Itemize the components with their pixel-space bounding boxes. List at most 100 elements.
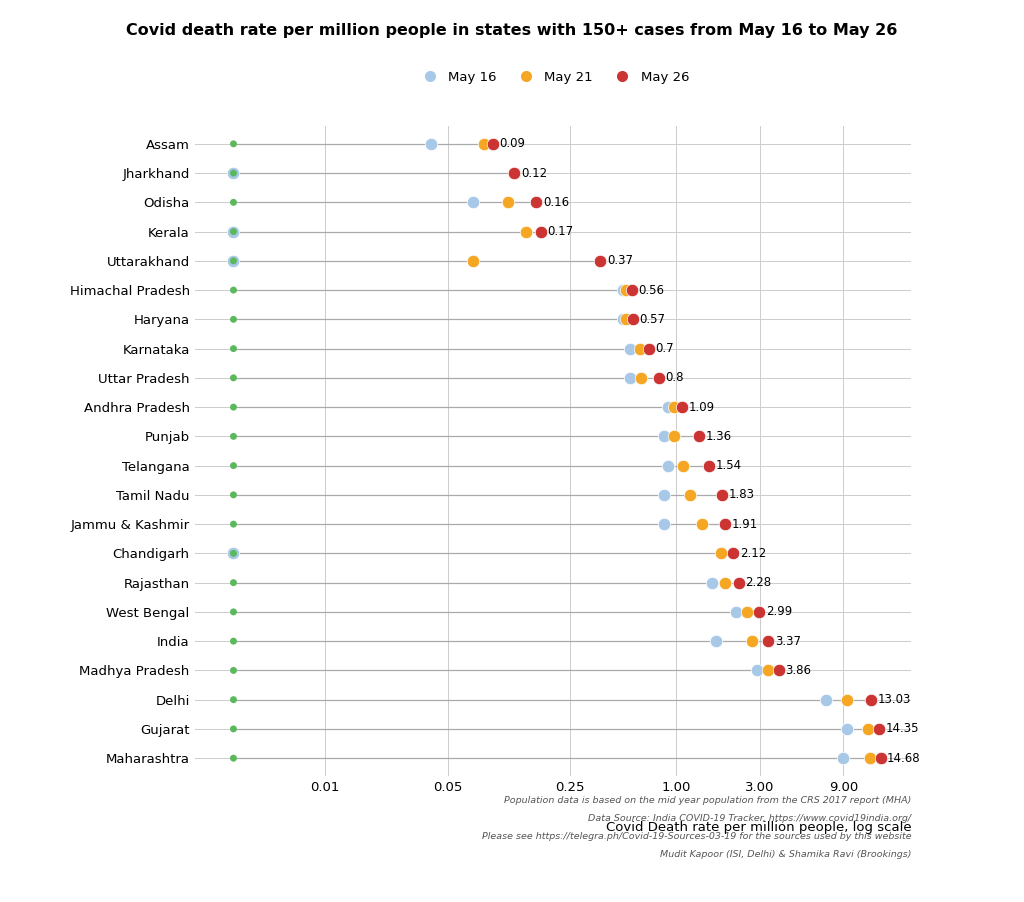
Point (709, 634, 725, 649)
Text: 2.28: 2.28 (745, 576, 771, 589)
Point (714, 488, 730, 502)
Text: 1.83: 1.83 (728, 488, 755, 502)
Point (225, 604, 242, 619)
Point (749, 663, 765, 677)
Point (592, 253, 608, 268)
Text: 0.56: 0.56 (638, 283, 665, 297)
Point (225, 663, 242, 677)
Point (760, 663, 776, 677)
Point (506, 166, 522, 180)
Point (713, 547, 729, 561)
Point (465, 253, 481, 268)
Point (225, 371, 242, 385)
Point (615, 283, 632, 298)
Point (624, 283, 640, 298)
Text: 14.35: 14.35 (886, 723, 919, 735)
Point (423, 136, 439, 151)
Point (771, 663, 787, 677)
Point (840, 693, 856, 707)
Point (870, 722, 887, 736)
Point (632, 341, 648, 355)
Point (225, 458, 242, 473)
Point (500, 195, 516, 209)
Text: 0.8: 0.8 (666, 372, 684, 384)
Text: 2.12: 2.12 (739, 547, 766, 560)
Point (623, 371, 639, 385)
Point (743, 634, 760, 649)
Text: Data Source: India COVID-19 Tracker, https://www.covid19india.org/: Data Source: India COVID-19 Tracker, htt… (588, 814, 911, 823)
Point (225, 429, 242, 444)
Point (475, 136, 492, 151)
Point (752, 604, 768, 619)
Point (617, 312, 634, 327)
Text: 14.68: 14.68 (887, 751, 921, 765)
Point (225, 225, 242, 239)
Point (641, 341, 657, 355)
Point (225, 195, 242, 209)
Point (528, 195, 545, 209)
Point (225, 136, 242, 151)
Text: 1.36: 1.36 (706, 430, 732, 443)
Point (225, 225, 242, 239)
Point (633, 371, 649, 385)
Point (725, 547, 741, 561)
Point (225, 693, 242, 707)
Point (225, 575, 242, 590)
Point (225, 547, 242, 561)
Point (655, 488, 672, 502)
Point (506, 166, 522, 180)
Point (862, 751, 879, 766)
Point (532, 225, 549, 239)
Point (225, 547, 242, 561)
Text: 3.86: 3.86 (785, 664, 811, 676)
Point (225, 253, 242, 268)
Point (872, 751, 889, 766)
Text: Covid death rate per million people in states with 150+ cases from May 16 to May: Covid death rate per million people in s… (126, 23, 898, 38)
Point (667, 400, 683, 414)
Point (728, 604, 744, 619)
Point (225, 253, 242, 268)
Point (225, 341, 242, 355)
Point (650, 371, 667, 385)
Point (617, 283, 634, 298)
Point (730, 575, 746, 590)
Point (518, 225, 535, 239)
Point (225, 166, 242, 180)
Point (623, 341, 639, 355)
Point (739, 604, 756, 619)
Point (465, 195, 481, 209)
Point (655, 429, 672, 444)
Text: 1.91: 1.91 (732, 518, 758, 530)
Point (659, 458, 676, 473)
Point (700, 458, 717, 473)
Point (625, 312, 641, 327)
Point (667, 429, 683, 444)
Text: Please see https://telegra.ph/Covid-19-Sources-03-19 for the sources used by thi: Please see https://telegra.ph/Covid-19-S… (481, 832, 911, 841)
Point (836, 751, 852, 766)
Text: 0.16: 0.16 (543, 196, 569, 209)
Point (863, 693, 880, 707)
Text: Population data is based on the mid year population from the CRS 2017 report (MH: Population data is based on the mid year… (504, 796, 911, 805)
Point (225, 312, 242, 327)
Point (860, 722, 877, 736)
Legend: May 16, May 21, May 26: May 16, May 21, May 26 (412, 65, 694, 88)
Point (760, 634, 776, 649)
Text: Mudit Kapoor (ISI, Delhi) & Shamika Ravi (Brookings): Mudit Kapoor (ISI, Delhi) & Shamika Ravi… (659, 850, 911, 859)
Point (703, 575, 720, 590)
Point (717, 517, 733, 531)
Point (840, 722, 856, 736)
Text: 0.17: 0.17 (548, 226, 573, 238)
Text: 1.09: 1.09 (689, 400, 715, 414)
Point (682, 488, 698, 502)
Point (674, 400, 690, 414)
Text: Covid Death rate per million people, log scale: Covid Death rate per million people, log… (606, 821, 911, 834)
Point (691, 429, 708, 444)
Text: 0.09: 0.09 (499, 137, 525, 151)
Text: 0.7: 0.7 (655, 342, 674, 355)
Text: 1.54: 1.54 (716, 459, 741, 472)
Text: 0.37: 0.37 (607, 254, 633, 267)
Text: 13.03: 13.03 (878, 693, 911, 706)
Point (225, 751, 242, 766)
Point (225, 283, 242, 298)
Point (818, 693, 835, 707)
